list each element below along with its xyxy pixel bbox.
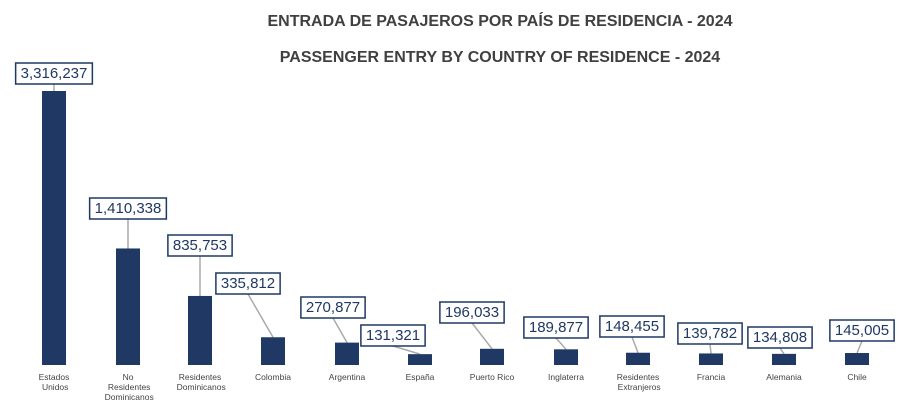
value-label: 3,316,237 [21,65,88,82]
bar [42,91,66,365]
bar [261,337,285,365]
value-label-box [167,234,233,257]
leader-line [631,336,639,354]
value-label: 148,455 [605,318,659,335]
value-label-box [677,322,743,345]
value-label-box [829,319,895,342]
value-label-box [747,326,813,349]
x-tick-label: Residentes Extranjeros [615,372,660,392]
value-label-box [88,197,168,220]
chart-subtitle: PASSENGER ENTRY BY COUNTRY OF RESIDENCE … [280,49,721,66]
x-tick-label: No Residentes Dominicanos [102,372,154,402]
x-tick-label: España [406,372,435,382]
bar [772,353,796,365]
x-tick-label: Chile [847,372,867,382]
x-tick-label: Residentes Dominicanos [174,372,226,392]
x-tick-label: Francia [697,372,726,382]
bar [188,295,212,365]
leader-line [779,347,785,355]
value-label-box [300,296,366,319]
x-tick-label: Estados Unidos [39,372,70,392]
bar [626,352,650,365]
leader-line [332,317,348,343]
leader-line [856,340,863,354]
leader-line [709,343,712,354]
x-tick-label: Puerto Rico [470,372,515,382]
bar [116,248,140,365]
bar [845,353,869,365]
bar [408,354,432,365]
chart-title: ENTRADA DE PASAJEROS POR PAÍS DE RESIDEN… [268,11,733,30]
x-tick-label: Colombia [255,372,291,382]
value-label: 196,033 [445,304,499,321]
value-label-box [523,316,589,339]
value-label: 1,410,338 [95,200,162,217]
x-tick-label: Inglaterra [548,372,584,382]
x-tick-label: Argentina [329,372,366,382]
value-label: 270,877 [306,299,360,316]
bar [480,348,504,365]
value-label: 139,782 [683,325,737,342]
value-label-box [439,301,505,324]
value-label: 134,808 [753,329,807,346]
bar [335,342,359,365]
bar [699,353,723,365]
leader-line [471,322,493,350]
value-label: 189,877 [529,319,583,336]
value-label-box [14,62,94,85]
value-label-box [599,315,665,338]
leader-line [247,293,274,338]
value-label: 835,753 [173,237,227,254]
value-label: 131,321 [366,327,420,344]
leader-line [555,337,567,350]
value-label-box [360,324,426,347]
x-tick-label: Alemania [766,372,802,382]
value-label: 335,812 [221,275,275,292]
bar [554,349,578,365]
value-label-box [215,272,281,295]
value-label: 145,005 [835,322,889,339]
leader-line [392,345,421,355]
